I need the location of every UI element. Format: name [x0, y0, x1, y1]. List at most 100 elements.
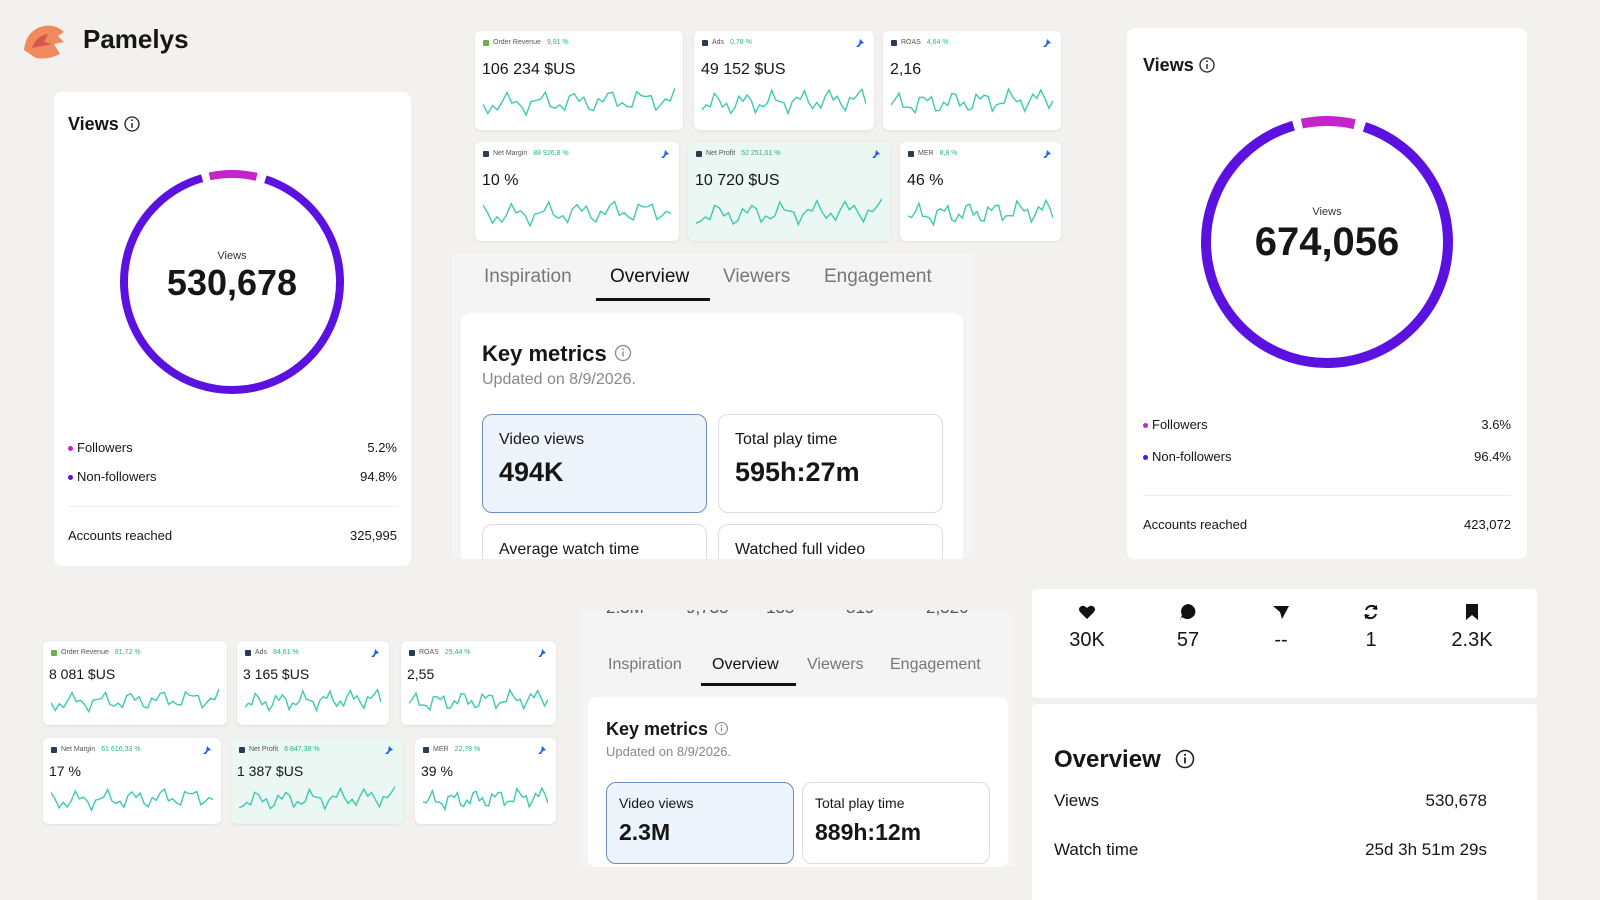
- sparkline: [891, 87, 1053, 115]
- footer-value: 423,072: [1464, 517, 1511, 532]
- tile-label: Net Margin 61 616,33 %: [61, 746, 141, 753]
- sparkline: [409, 687, 548, 711]
- tab: Overview: [712, 656, 779, 673]
- legend-value: 96.4%: [1474, 449, 1511, 464]
- metric-label: Video views: [619, 795, 694, 811]
- legend-dot: [1143, 455, 1148, 461]
- tile-label: MER 8,8 %: [918, 150, 957, 157]
- tile-label-text: Ads: [255, 649, 268, 656]
- tile-label: MER 22,78 %: [433, 746, 480, 753]
- tile-label: Net Margin 88 926,8 %: [493, 150, 569, 157]
- legend-value: 3.6%: [1481, 417, 1511, 432]
- tile-icon: [239, 747, 245, 753]
- overview-value: 25d 3h 51m 29s: [1365, 840, 1487, 859]
- overview-label: Views: [1054, 791, 1100, 810]
- info-icon: [124, 116, 140, 132]
- tile-value: 1 387 $US: [237, 763, 304, 779]
- tile-value: 10 720 $US: [695, 172, 780, 189]
- metric-label: Total play time: [735, 431, 838, 448]
- tile-icon: [51, 650, 57, 656]
- sparkline: [696, 198, 882, 227]
- pin-icon: [661, 150, 669, 158]
- overview-value: 530,678: [1425, 791, 1487, 810]
- sparkline: [702, 87, 866, 116]
- stat-icon: [1079, 605, 1095, 619]
- metric-tile: Order Revenue 81,72 % 8 081 $US: [43, 641, 227, 725]
- stat-value: 1: [1365, 629, 1377, 651]
- metric-box: Total play time 595h:27m: [718, 414, 943, 513]
- tile-label: Ads 84,61 %: [255, 649, 299, 656]
- tab: Inspiration: [484, 266, 572, 287]
- logo: [24, 25, 64, 59]
- overview-card: Overview Views 530,678 Watch time 25d 3h 51…: [1032, 704, 1537, 900]
- legend-row: Followers 5.2%: [68, 440, 397, 455]
- sparkline: [423, 786, 548, 812]
- legend-row: Non-followers 96.4%: [1143, 449, 1511, 464]
- updated: Updated on 8/9/2026.: [606, 744, 732, 759]
- tile-change: 9,91 %: [546, 39, 569, 46]
- brand: Pamelys: [83, 24, 189, 54]
- tile-label: Net Profit 6 847,38 %: [249, 746, 320, 753]
- metric-box: Video views 2.3M: [606, 782, 794, 864]
- legend-text: Non-followers: [77, 469, 157, 484]
- tile-change: 29,44 %: [444, 649, 471, 656]
- tile-label: Ads 0,78 %: [712, 39, 752, 46]
- overview-row: Watch time 25d 3h 51m 29s: [1054, 840, 1487, 860]
- tile-change: 52 251,01 %: [741, 150, 781, 157]
- tile-value: 17 %: [49, 763, 81, 779]
- legend-dot: [1143, 423, 1148, 429]
- metric-box: Video views 494K: [482, 414, 707, 513]
- overview-row: Views 530,678: [1054, 791, 1487, 811]
- tile-value: 2,16: [890, 61, 922, 78]
- tile-label-text: Net Profit: [706, 150, 736, 157]
- tile-value: 3 165 $US: [243, 666, 310, 682]
- pin-icon: [538, 649, 546, 657]
- overview-label: Watch time: [1054, 840, 1139, 859]
- stat: 2,320: [926, 610, 969, 618]
- stat-value: 2.3K: [1451, 629, 1493, 651]
- tile-change: 88 926,8 %: [533, 150, 569, 157]
- stat-value: --: [1274, 629, 1288, 651]
- metric-label: Average watch time: [499, 541, 640, 558]
- metric-tile: ROAS 29,44 % 2,55: [401, 641, 556, 725]
- card-title: Views: [1143, 55, 1194, 75]
- overview-title: Overview: [1054, 746, 1161, 773]
- sparkline: [239, 786, 395, 811]
- tab: Viewers: [723, 266, 791, 287]
- legend-label: Followers: [68, 440, 133, 455]
- tile-change: 81,72 %: [114, 649, 141, 656]
- tile-label: Order Revenue 9,91 %: [493, 39, 569, 46]
- metric-value: 494K: [499, 457, 564, 487]
- tile-change: 4,64 %: [926, 39, 949, 46]
- tile-icon: [696, 151, 702, 157]
- footer-value: 325,995: [350, 528, 397, 543]
- sparkline: [908, 198, 1053, 228]
- legend-value: 5.2%: [367, 440, 397, 455]
- tile-label-text: Net Profit: [249, 746, 279, 753]
- tile-label-text: Ads: [712, 39, 725, 46]
- pin-icon: [371, 649, 379, 657]
- tile-change: 84,61 %: [273, 649, 299, 656]
- legend-dot: [68, 446, 73, 452]
- donut-label: Views: [217, 249, 247, 262]
- pin-icon: [856, 39, 864, 47]
- tile-icon: [51, 747, 57, 753]
- metric-label: Video views: [499, 431, 585, 448]
- tile-label-text: Net Margin: [61, 746, 96, 753]
- tile-change: 22,78 %: [454, 746, 481, 753]
- donut-value: 674,056: [1254, 220, 1400, 264]
- tile-icon: [702, 40, 708, 46]
- tile-change: 8,8 %: [939, 150, 958, 157]
- metric-tile: Net Profit 52 251,01 % 10 720 $US: [688, 142, 890, 241]
- tile-value: 10 %: [482, 172, 519, 189]
- metric-value: 2.3M: [619, 819, 671, 845]
- footer-label: Accounts reached: [1143, 517, 1248, 532]
- donut: [120, 170, 344, 394]
- sparkline: [51, 688, 219, 713]
- info-icon: [1175, 749, 1195, 769]
- tile-change: 0,78 %: [730, 39, 752, 46]
- info-icon: [714, 721, 729, 736]
- sparkline: [483, 200, 671, 229]
- info-icon: [614, 344, 632, 362]
- stat: 135: [766, 610, 794, 618]
